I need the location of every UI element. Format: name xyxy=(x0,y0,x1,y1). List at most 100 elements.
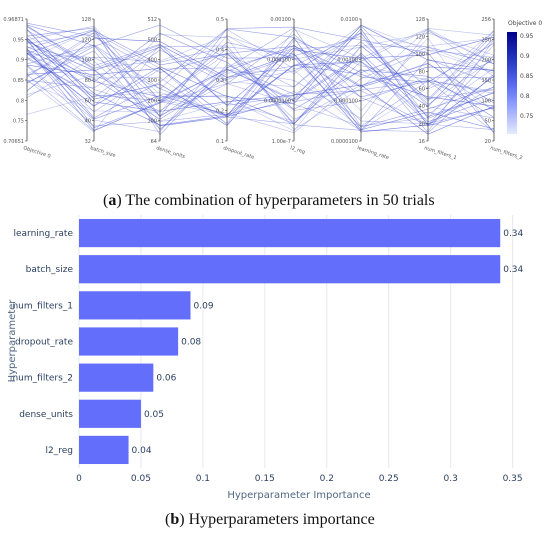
axis-name: dense_units xyxy=(155,145,186,160)
y-axis-title: Hyperparameter xyxy=(7,299,18,383)
axis-tick-label: 80 xyxy=(419,69,425,75)
axis-tick-label: 0.70651 xyxy=(3,139,24,145)
trial-line xyxy=(26,45,495,125)
axis-tick-label: 20 xyxy=(485,139,491,145)
caption-b: (b) Hyperparameters importance xyxy=(165,511,375,528)
axis-name: l2_reg xyxy=(289,145,305,155)
value-label: 0.34 xyxy=(503,265,523,275)
axis-tick-label: 0.75 xyxy=(13,119,24,125)
colorbar-tick-label: 0.9 xyxy=(520,53,530,60)
trial-line xyxy=(26,25,495,119)
axis-tick-label: 80 xyxy=(85,78,91,84)
trial-line xyxy=(26,28,495,131)
axis-tick-label: 200 xyxy=(481,58,491,64)
value-label: 0.34 xyxy=(503,229,523,239)
axis-tick-label: 0.95 xyxy=(13,37,24,43)
trial-line xyxy=(26,26,495,69)
axis-tick-label: 150 xyxy=(481,78,491,84)
trial-line xyxy=(26,29,495,127)
colorbar-tick-label: 0.8 xyxy=(520,93,530,100)
value-label: 0.06 xyxy=(156,374,176,384)
axis-name: dropout_rate xyxy=(222,145,254,161)
axis-tick-label: 512 xyxy=(147,17,157,23)
axis-tick-label: 0.8 xyxy=(16,98,24,104)
caption-a: (a) The combination of hyperparameters i… xyxy=(103,192,435,209)
category-label: num_filters_2 xyxy=(12,374,73,384)
trial-line xyxy=(26,49,495,125)
x-tick-label: 0.2 xyxy=(320,474,334,484)
trial-line xyxy=(26,41,495,106)
value-label: 0.04 xyxy=(132,446,152,456)
axis-tick-label: 128 xyxy=(81,17,91,23)
axis-tick-label: 0.0000100 xyxy=(264,98,291,104)
axis-tick-label: 16 xyxy=(419,139,425,145)
axis-tick-label: 32 xyxy=(85,139,91,145)
axis-tick-label: 256 xyxy=(481,17,491,23)
axis-tick-label: 400 xyxy=(147,58,157,64)
axis-tick-label: 100 xyxy=(147,119,157,125)
axis-tick-label: 0.000100 xyxy=(334,98,358,104)
x-tick-label: 0 xyxy=(76,474,82,484)
axis-tick-label: 0.2 xyxy=(216,109,224,115)
axis-tick-label: 0.3 xyxy=(216,78,224,84)
trial-line xyxy=(26,28,495,119)
axis-tick-label: 100 xyxy=(415,52,425,58)
trial-line xyxy=(26,33,495,126)
x-tick-label: 0.3 xyxy=(444,474,458,484)
colorbar-tick-label: 0.95 xyxy=(520,33,534,40)
trial-line xyxy=(26,47,495,122)
category-label: batch_size xyxy=(26,265,74,275)
colorbar-title: Objective 0 xyxy=(508,20,542,27)
axis-tick-label: 0.4 xyxy=(216,48,224,54)
category-label: learning_rate xyxy=(14,229,74,239)
category-label: dense_units xyxy=(19,410,73,420)
bar xyxy=(79,218,501,248)
caption-a-letter: a xyxy=(108,192,116,209)
axis-tick-label: 100 xyxy=(81,58,91,64)
axis-tick-label: 100 xyxy=(481,98,491,104)
axis-tick-label: 0.1 xyxy=(216,139,224,145)
axis-name: learning_rate xyxy=(356,145,389,161)
importance-bar-chart: learning_rate batch_size num_filters_1drop… xyxy=(7,215,524,501)
x-tick-label: 0.25 xyxy=(379,474,399,484)
category-label: dropout_rate xyxy=(15,338,73,348)
axis-tick-label: 0.9 xyxy=(16,58,24,64)
value-label: 0.09 xyxy=(194,301,214,311)
trial-line xyxy=(26,32,495,120)
trial-line xyxy=(26,37,495,120)
axis-tick-label: 500 xyxy=(147,37,157,43)
bar xyxy=(79,255,501,284)
parallel-coordinates-panel: 0.968710.950.90.850.80.750.70651Objectiv… xyxy=(3,17,542,161)
bar xyxy=(79,327,179,356)
value-labels: 0.34 0.34 0.09 0.08 0.06 0.05 0.04 xyxy=(132,229,524,456)
trial-line xyxy=(26,33,495,134)
bar xyxy=(79,291,191,320)
axis-tick-label: 1.00e-7 xyxy=(272,139,291,145)
caption-a-text: The combination of hyperparameters in 50… xyxy=(122,192,435,209)
trial-lines xyxy=(26,22,495,136)
trial-line xyxy=(26,46,495,131)
trial-line xyxy=(26,48,495,131)
colorbar-tick-label: 0.75 xyxy=(520,113,534,120)
axis-name: num_filters_1 xyxy=(423,145,457,161)
caption-b-text: Hyperparameters importance xyxy=(185,511,375,528)
trial-line xyxy=(26,37,495,135)
axis-tick-label: 300 xyxy=(147,78,157,84)
trial-line xyxy=(26,27,495,127)
trial-line xyxy=(26,39,495,132)
bar xyxy=(79,363,154,392)
trial-line xyxy=(26,44,495,127)
x-tick-label: 0.1 xyxy=(196,474,210,484)
trial-line xyxy=(26,29,495,136)
trial-line xyxy=(26,64,495,127)
x-tick-label: 0.05 xyxy=(131,474,151,484)
colorbar-gradient xyxy=(507,32,517,134)
colorbar-ticks: 0.95 0.9 0.85 0.8 0.75 xyxy=(520,33,534,120)
x-axis-title: Hyperparameter Importance xyxy=(227,490,370,501)
trial-line xyxy=(26,25,495,119)
axis-tick-label: 0.00100 xyxy=(337,58,358,64)
axis-tick-label: 0.85 xyxy=(13,78,24,84)
trial-line xyxy=(26,29,495,105)
colorbar: Objective 0 0.95 0.9 0.85 0.8 0.75 xyxy=(507,20,542,134)
